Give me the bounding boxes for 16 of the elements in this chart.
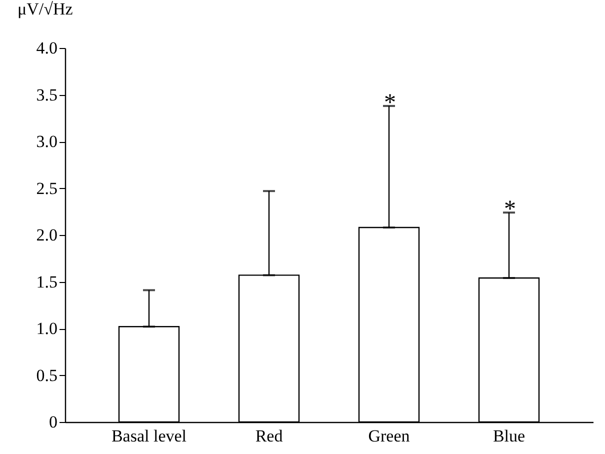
- x-tick-label: Red: [255, 426, 284, 446]
- annotation: *: [504, 196, 516, 223]
- x-tick-label: Blue: [492, 426, 526, 446]
- y-axis-title: μV/√Hz: [18, 0, 74, 18]
- y-tick-label: 1.0: [36, 319, 58, 338]
- y-tick-label: 0.5: [36, 366, 58, 385]
- y-tick-label: 3.5: [36, 85, 58, 104]
- y-tick-label: 2.5: [36, 178, 58, 198]
- annotation: *: [384, 90, 396, 116]
- x-tick-label: Basal level: [111, 426, 187, 446]
- y-tick-label: 1.5: [36, 272, 58, 292]
- y-tick-label: 2.0: [36, 226, 58, 244]
- y-tick-label: 3.0: [36, 132, 58, 151]
- x-tick-label: Green: [368, 426, 410, 446]
- y-tick-label: 0: [49, 412, 58, 432]
- y-tick-label: 4.0: [36, 38, 58, 58]
